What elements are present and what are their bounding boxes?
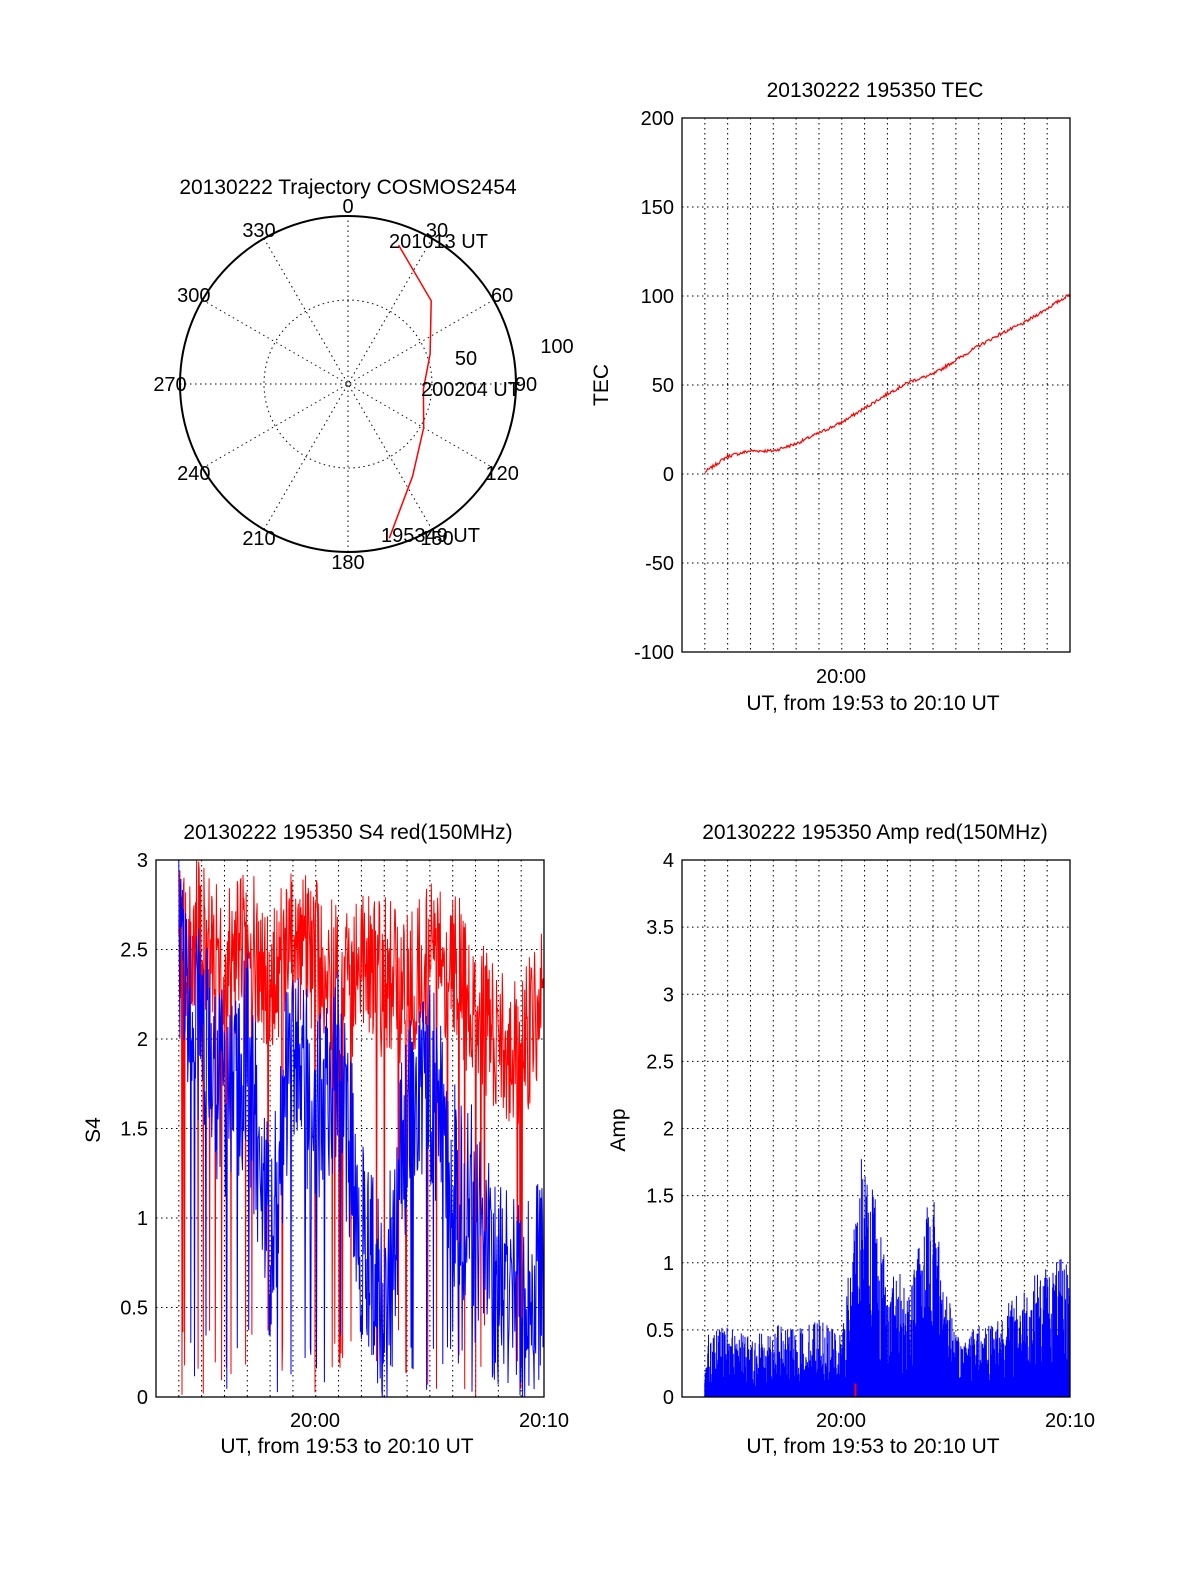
- polar-azimuth-label: 330: [242, 220, 275, 242]
- s4-blue-line: [178, 860, 545, 1398]
- tec-x-label: UT, from 19:53 to 20:10 UT: [746, 692, 999, 715]
- s4-panel: 20130222 195350 S4 red(150MHz) 3 2.5 2 1.5 1…: [82, 821, 569, 1458]
- y-tick-label: 150: [641, 197, 674, 219]
- y-tick-label: -100: [634, 642, 674, 664]
- polar-title: 20130222 Trajectory COSMOS2454: [179, 176, 517, 199]
- y-tick-label: 0: [663, 464, 674, 486]
- amp-series: [704, 1159, 1071, 1397]
- annotation-mid-time: 200204 UT: [421, 379, 520, 401]
- tec-frame: [681, 117, 1071, 653]
- y-tick-label: 200: [641, 108, 674, 130]
- tec-series: [704, 293, 1071, 473]
- amp-x-label: UT, from 19:53 to 20:10 UT: [746, 1435, 999, 1458]
- trajectory-track: [388, 244, 432, 539]
- amp-title: 20130222 195350 Amp red(150MHz): [702, 821, 1048, 844]
- y-tick-label: 100: [641, 286, 674, 308]
- y-tick-label: 2.5: [646, 1051, 674, 1073]
- polar-azimuth-label: 60: [491, 285, 513, 307]
- polar-azimuth-label: 240: [177, 463, 210, 485]
- tec-x-tick-2000: 20:00: [816, 666, 866, 688]
- amp-y-ticks: 4 3.5 3 2.5 2 1.5 1 0.5 0: [646, 850, 674, 1409]
- y-tick-label: 3: [137, 850, 148, 872]
- amp-x-tick-2000: 20:00: [816, 1410, 866, 1432]
- y-tick-label: -50: [645, 553, 674, 575]
- polar-azimuth-labels: 0 30 60 90 120 150 180 210 240 270 300 330: [153, 196, 537, 574]
- polar-azimuth-label: 180: [331, 552, 364, 574]
- s4-x-tick-2010: 20:10: [519, 1410, 569, 1432]
- polar-trajectory-panel: 20130222 Trajectory COSMOS2454 0 30 60 90 12…: [153, 176, 573, 574]
- y-tick-label: 2: [137, 1029, 148, 1051]
- s4-red-line: [178, 860, 545, 1396]
- s4-frame: [155, 859, 545, 1398]
- amp-y-label: Amp: [607, 1108, 630, 1151]
- polar-ring-50: [263, 299, 433, 469]
- annotation-start-time: 195349 UT: [381, 525, 480, 547]
- y-tick-label: 1.5: [120, 1119, 148, 1141]
- polar-spoke: [263, 238, 433, 530]
- y-tick-label: 4: [663, 850, 674, 872]
- y-tick-label: 0: [663, 1387, 674, 1409]
- polar-azimuth-label: 150: [420, 528, 453, 550]
- polar-spoke: [202, 299, 494, 469]
- s4-series: [178, 860, 545, 1398]
- polar-spoke: [263, 238, 433, 530]
- polar-spoke: [202, 299, 494, 469]
- y-tick-label: 1: [663, 1253, 674, 1275]
- tec-grid: [682, 118, 1070, 652]
- y-tick-label: 3: [663, 984, 674, 1006]
- y-tick-label: 1: [137, 1208, 148, 1230]
- s4-y-label: S4: [82, 1117, 105, 1143]
- y-tick-label: 50: [652, 375, 674, 397]
- s4-x-tick-2000: 20:00: [290, 1410, 340, 1432]
- amp-frame: [681, 859, 1071, 1398]
- amp-panel: 20130222 195350 Amp red(150MHz) 4 3.5 3 2.5…: [607, 821, 1095, 1458]
- y-tick-label: 1.5: [646, 1186, 674, 1208]
- s4-x-label: UT, from 19:53 to 20:10 UT: [220, 1435, 473, 1458]
- s4-title: 20130222 195350 S4 red(150MHz): [183, 821, 512, 844]
- polar-azimuth-label: 30: [426, 220, 448, 242]
- s4-y-ticks: 3 2.5 2 1.5 1 0.5 0: [120, 850, 148, 1409]
- tec-panel: 20130222 195350 TEC 200150100500-50-100 …: [590, 79, 1071, 715]
- polar-outer-circle: [179, 215, 517, 553]
- polar-azimuth-label: 120: [485, 463, 518, 485]
- tec-line: [704, 293, 1071, 473]
- polar-azimuth-label: 90: [515, 374, 537, 396]
- polar-radial-label-100: 100: [540, 336, 573, 358]
- amp-x-tick-2010: 20:10: [1045, 1410, 1095, 1432]
- amp-blue-bars: [704, 1159, 1071, 1397]
- polar-azimuth-label: 210: [242, 528, 275, 550]
- y-tick-label: 0: [137, 1387, 148, 1409]
- tec-y-label: TEC: [590, 364, 613, 406]
- annotation-end-time: 201013 UT: [389, 231, 488, 253]
- y-tick-label: 0.5: [120, 1298, 148, 1320]
- polar-azimuth-label: 270: [153, 374, 186, 396]
- y-tick-label: 3.5: [646, 917, 674, 939]
- y-tick-label: 2: [663, 1119, 674, 1141]
- tec-title: 20130222 195350 TEC: [767, 79, 984, 102]
- polar-radial-label-50: 50: [455, 348, 477, 370]
- tec-y-ticks: 200 150 100 50 0 -50 -100: [634, 108, 674, 664]
- polar-azimuth-label: 300: [177, 285, 210, 307]
- polar-grid: [180, 216, 516, 552]
- y-tick-label: 2.5: [120, 940, 148, 962]
- polar-azimuth-label: 0: [342, 196, 353, 218]
- y-tick-label: 0.5: [646, 1320, 674, 1342]
